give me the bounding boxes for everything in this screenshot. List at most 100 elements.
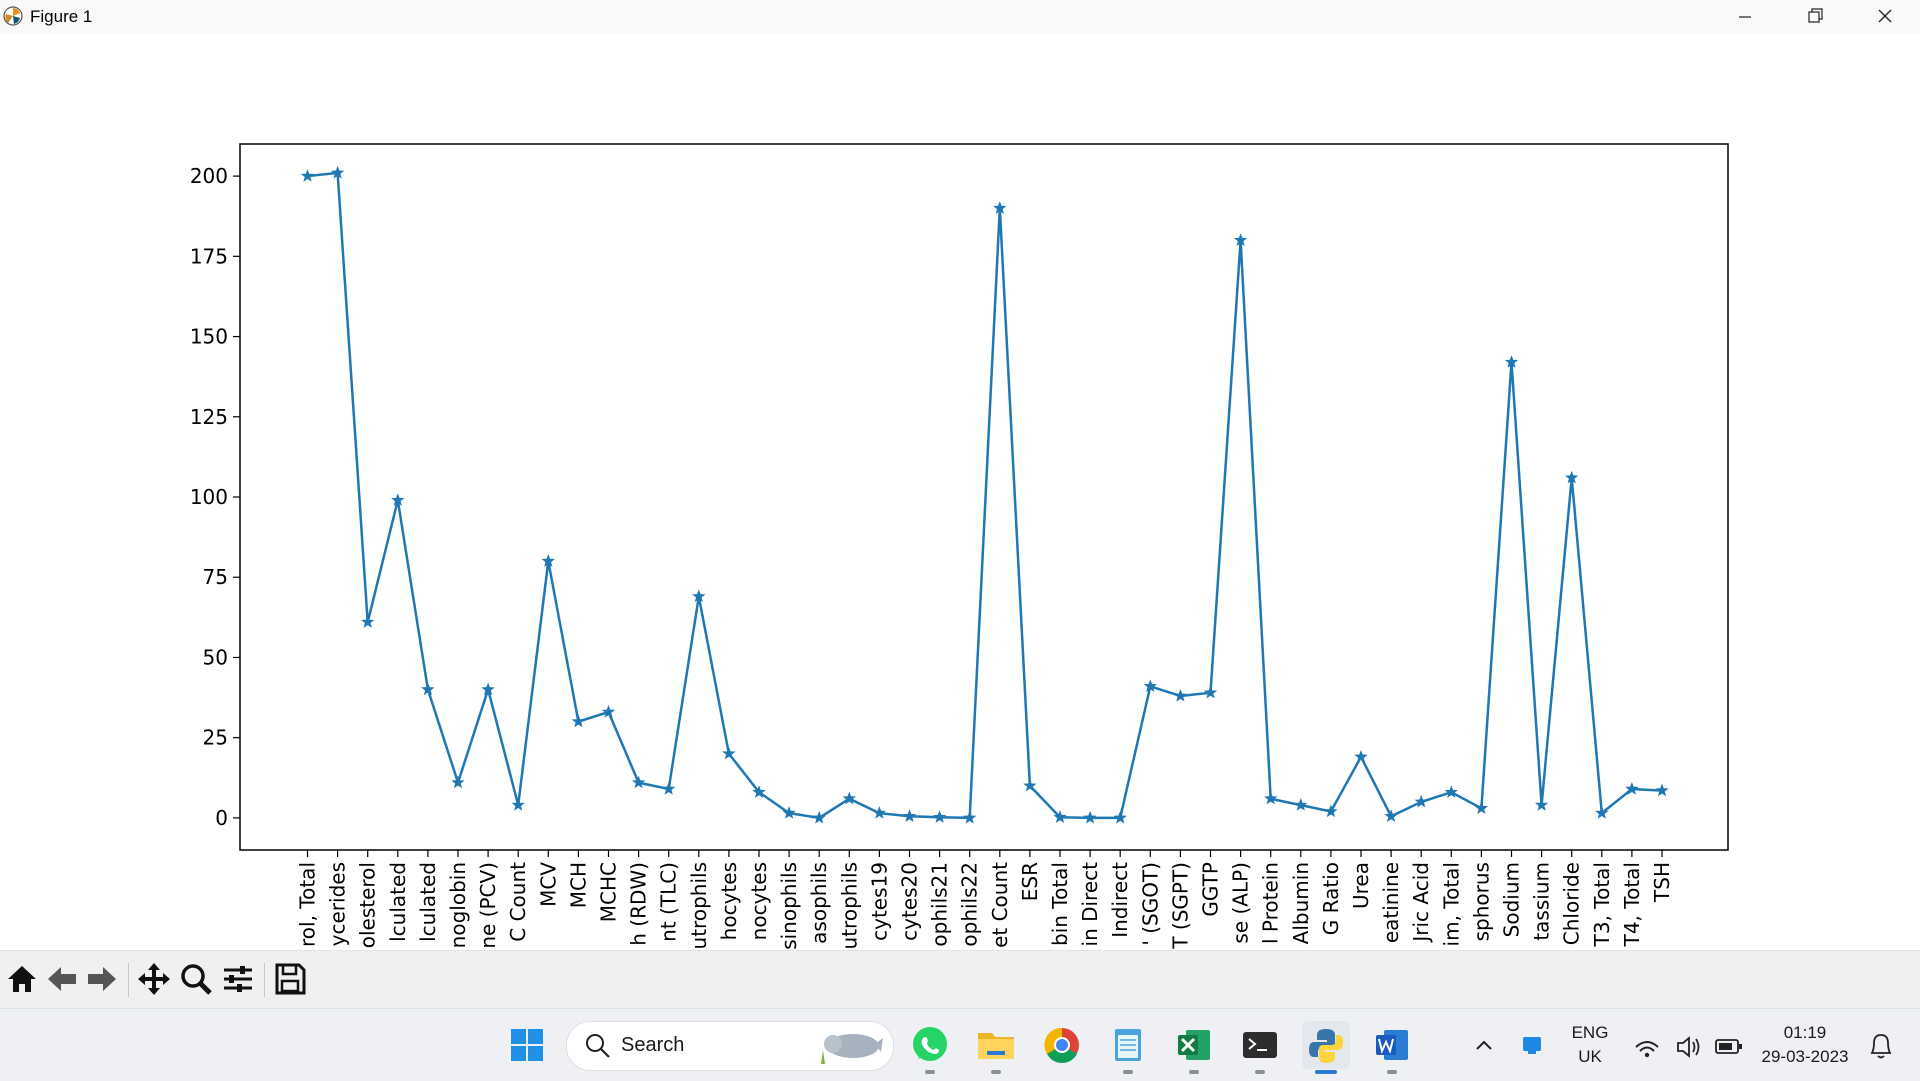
whatsapp-icon <box>913 1027 947 1061</box>
notification-bell-icon[interactable] <box>1862 1025 1898 1065</box>
x-tick-label: C Count <box>506 862 530 942</box>
x-tick-label: utrophils <box>687 862 711 949</box>
data-point-marker <box>872 806 887 819</box>
data-point-marker <box>782 806 796 819</box>
taskbar-word[interactable] <box>1368 1021 1416 1074</box>
taskbar-search-box[interactable]: Search <box>566 1021 894 1071</box>
running-indicator <box>991 1070 1001 1074</box>
series-markers <box>300 165 1669 824</box>
restore-icon <box>1808 8 1823 23</box>
data-point-marker <box>1354 749 1368 763</box>
data-point-marker <box>361 615 375 628</box>
data-point-marker <box>330 165 345 179</box>
configure-subplots-button[interactable] <box>220 961 256 997</box>
taskbar-excel[interactable] <box>1170 1021 1218 1074</box>
data-point-marker <box>1565 470 1579 484</box>
forward-arrow-icon <box>88 967 116 991</box>
clock-date[interactable]: 29-03-2023 <box>1761 1047 1849 1066</box>
data-point-marker <box>662 782 676 795</box>
system-status-icons[interactable] <box>1628 1025 1758 1065</box>
x-tick-label: ne (PCV) <box>476 862 500 949</box>
x-tick-label: se (ALP) <box>1229 862 1253 944</box>
x-tick-label: et Count <box>988 862 1012 948</box>
data-point-marker <box>1324 804 1338 818</box>
data-point-marker <box>1625 782 1639 795</box>
tray-app-button[interactable] <box>1508 1021 1556 1069</box>
pan-button[interactable] <box>136 961 172 997</box>
y-tick-label: 50 <box>203 645 228 669</box>
battery-icon <box>1715 1039 1742 1054</box>
input-region[interactable]: UK <box>1578 1047 1602 1066</box>
data-point-marker <box>571 714 586 728</box>
data-point-marker <box>1173 688 1188 702</box>
x-tick-label: TSH <box>1650 862 1674 903</box>
data-point-marker <box>1504 355 1519 368</box>
home-button[interactable] <box>4 961 40 997</box>
x-tick-label: ophils22 <box>958 862 982 947</box>
axes-frame <box>239 143 1729 851</box>
y-tick-label: 125 <box>190 405 228 429</box>
data-point-marker <box>631 775 646 789</box>
data-point-marker <box>1595 806 1609 819</box>
x-tick-label: ' (SGOT) <box>1138 862 1162 946</box>
x-tick-label: ycerides <box>326 862 350 946</box>
toolbar-separator <box>128 963 129 997</box>
data-point-marker <box>1233 233 1248 246</box>
taskbar-whatsapp[interactable] <box>906 1021 954 1074</box>
y-tick-label: 0 <box>215 806 228 830</box>
x-tick-label: cytes20 <box>898 862 922 941</box>
taskbar-terminal[interactable] <box>1236 1021 1284 1074</box>
data-point-marker <box>963 810 977 824</box>
x-tick-label: cytes19 <box>867 862 891 941</box>
taskbar-file-explorer[interactable] <box>972 1021 1020 1074</box>
figure-canvas[interactable]: 0 25 50 75 100 125 150 175 200 rol, Total ycerides… <box>0 34 1920 950</box>
save-button[interactable] <box>272 961 308 997</box>
x-tick-label: eatinine <box>1379 862 1403 943</box>
x-tick-label: G Ratio <box>1319 862 1343 935</box>
start-button[interactable] <box>503 1021 551 1069</box>
python-icon <box>1309 1029 1343 1063</box>
restore-button[interactable] <box>1780 0 1850 34</box>
running-indicator <box>1123 1070 1133 1074</box>
volume-icon <box>1677 1036 1700 1058</box>
series-line <box>307 171 1663 820</box>
back-button[interactable] <box>44 961 80 997</box>
pan-icon <box>138 963 170 995</box>
word-icon <box>1376 1030 1408 1060</box>
zoom-button[interactable] <box>178 961 214 997</box>
running-indicator <box>1255 1070 1265 1074</box>
x-tick-label: Albumin <box>1289 862 1313 944</box>
forward-button[interactable] <box>84 961 120 997</box>
clock-time[interactable]: 01:19 <box>1783 1023 1827 1042</box>
taskbar-chrome[interactable] <box>1038 1021 1086 1069</box>
data-point-marker <box>1444 785 1458 798</box>
x-tick-label: rol, Total <box>296 862 320 947</box>
taskbar-notepad[interactable] <box>1104 1021 1152 1074</box>
data-point-marker <box>541 554 555 567</box>
data-point-marker <box>842 791 856 805</box>
input-language[interactable]: ENG <box>1571 1023 1609 1042</box>
x-tick-label: lculated <box>386 862 410 942</box>
taskbar-python[interactable] <box>1302 1021 1350 1074</box>
data-point-marker <box>1264 791 1278 805</box>
axes-ticks: 0 25 50 75 100 125 150 175 200 rol, Total ycerides… <box>190 164 1674 950</box>
x-tick-label: Sodium <box>1500 862 1524 937</box>
data-point-marker <box>1083 810 1097 824</box>
x-tick-label: Urea <box>1349 862 1373 909</box>
data-point-marker <box>1113 810 1127 824</box>
x-tick-label: utrophils <box>837 862 861 949</box>
running-indicator <box>1189 1070 1199 1074</box>
configure-subplots-icon <box>224 966 252 992</box>
excel-icon <box>1178 1030 1210 1060</box>
home-icon <box>8 966 36 992</box>
x-tick-label: T3, Total <box>1590 862 1614 947</box>
close-button[interactable] <box>1850 0 1920 34</box>
window-title-bar: Figure 1 <box>0 0 1920 34</box>
x-tick-label: olesterol <box>356 862 380 948</box>
close-icon <box>1878 9 1892 23</box>
save-icon <box>275 963 306 995</box>
show-hidden-icons-button[interactable] <box>1460 1021 1508 1069</box>
x-tick-label: l Protein <box>1259 862 1283 944</box>
y-tick-label: 175 <box>190 244 228 268</box>
minimize-button[interactable] <box>1710 0 1780 34</box>
